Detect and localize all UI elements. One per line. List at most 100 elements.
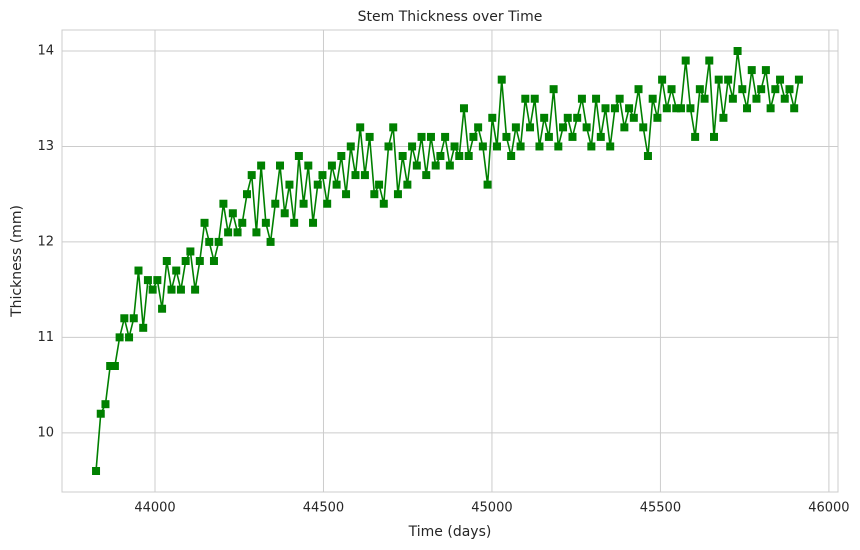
- data-point: [592, 94, 601, 103]
- data-point: [728, 94, 737, 103]
- data-point: [92, 467, 101, 475]
- data-point: [629, 113, 638, 122]
- data-point: [667, 85, 676, 94]
- y-axis-label: Thickness (mm): [9, 205, 25, 318]
- data-point: [356, 123, 365, 132]
- data-point: [705, 56, 714, 65]
- data-point: [280, 209, 289, 218]
- data-point: [474, 123, 483, 132]
- data-point: [601, 104, 610, 113]
- data-point: [408, 142, 417, 151]
- data-point: [521, 94, 530, 103]
- data-point: [686, 104, 695, 113]
- chart-title: Stem Thickness over Time: [358, 9, 543, 25]
- data-point: [582, 123, 591, 132]
- data-point: [747, 66, 756, 75]
- data-point: [568, 132, 577, 141]
- x-tick-label: 45000: [471, 501, 512, 516]
- x-tick-label: 46000: [808, 501, 849, 516]
- data-point: [587, 142, 596, 151]
- data-point: [766, 104, 775, 113]
- data-point: [653, 113, 662, 122]
- data-point: [342, 190, 351, 199]
- data-point: [125, 333, 134, 342]
- data-point: [389, 123, 398, 132]
- data-point: [238, 218, 247, 227]
- data-point: [507, 152, 516, 160]
- data-point: [143, 276, 152, 285]
- data-point: [148, 285, 157, 294]
- x-tick-label: 44500: [303, 501, 344, 516]
- data-point: [167, 285, 176, 294]
- x-tick-label: 44000: [134, 501, 175, 516]
- data-point: [158, 304, 167, 313]
- data-point: [139, 323, 148, 332]
- data-point: [691, 132, 700, 141]
- data-point: [247, 171, 256, 180]
- data-point: [172, 266, 181, 275]
- data-point: [606, 142, 615, 151]
- data-point: [110, 362, 119, 370]
- data-point: [209, 257, 218, 265]
- data-point: [464, 152, 473, 160]
- data-point: [134, 266, 143, 275]
- data-point: [205, 237, 214, 246]
- data-point: [379, 199, 388, 208]
- data-point: [634, 85, 643, 94]
- data-point: [337, 152, 346, 160]
- data-point: [790, 104, 799, 113]
- data-point: [761, 66, 770, 75]
- data-point: [488, 113, 497, 122]
- data-point: [153, 276, 162, 285]
- data-point: [469, 132, 478, 141]
- y-tick-label: 13: [37, 139, 54, 154]
- data-point: [497, 75, 506, 84]
- data-point: [214, 237, 223, 246]
- data-point: [285, 180, 294, 189]
- data-point: [776, 75, 785, 84]
- data-point: [450, 142, 459, 151]
- data-point: [257, 161, 266, 170]
- data-point: [549, 85, 558, 94]
- data-point: [780, 94, 789, 103]
- y-tick-label: 11: [37, 330, 54, 345]
- data-point: [129, 314, 138, 323]
- data-point: [106, 362, 115, 370]
- data-point: [785, 85, 794, 94]
- data-point: [360, 171, 369, 180]
- data-point: [186, 247, 195, 256]
- data-point: [577, 94, 586, 103]
- data-point: [639, 123, 648, 132]
- data-point: [710, 132, 719, 141]
- data-point: [393, 190, 402, 199]
- data-point: [516, 142, 525, 151]
- data-point: [162, 257, 171, 265]
- data-point: [422, 171, 431, 180]
- data-point: [365, 132, 374, 141]
- data-point: [676, 104, 685, 113]
- data-point: [695, 85, 704, 94]
- x-axis-label: Time (days): [408, 524, 492, 540]
- data-point: [478, 142, 487, 151]
- data-point: [544, 132, 553, 141]
- data-point: [648, 94, 657, 103]
- data-point: [658, 75, 667, 84]
- data-point: [384, 142, 393, 151]
- data-point: [643, 152, 652, 160]
- data-point: [724, 75, 733, 84]
- data-point: [370, 190, 379, 199]
- data-point: [757, 85, 766, 94]
- data-point: [483, 180, 492, 189]
- data-point: [403, 180, 412, 189]
- data-point: [625, 104, 634, 113]
- y-tick-label: 12: [37, 234, 54, 249]
- data-point: [191, 285, 200, 294]
- data-point: [115, 333, 124, 342]
- data-point: [224, 228, 233, 237]
- data-point: [96, 409, 105, 418]
- data-point: [200, 218, 209, 227]
- data-point: [271, 199, 280, 208]
- data-point: [700, 94, 709, 103]
- data-point: [554, 142, 563, 151]
